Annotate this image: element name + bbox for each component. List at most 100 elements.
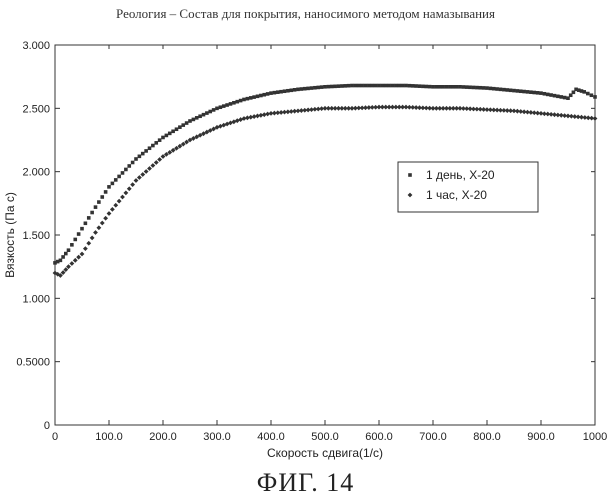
- series-1-point: [543, 92, 547, 96]
- y-tick-label: 2.000: [22, 167, 50, 179]
- series-2-point: [154, 160, 159, 165]
- series-1-point: [465, 85, 469, 89]
- series-1-point: [418, 84, 422, 88]
- series-1-point: [445, 85, 449, 89]
- y-tick-label: 0: [44, 420, 50, 432]
- series-1-point: [438, 85, 442, 89]
- series-2-point: [73, 258, 78, 263]
- x-tick-label: 800.0: [473, 431, 501, 443]
- series-1-point: [127, 164, 131, 168]
- series-1-point: [104, 190, 108, 194]
- series-2-point: [117, 199, 122, 204]
- figure-caption: ФИГ. 14: [0, 468, 611, 498]
- y-tick-label: 0.5000: [16, 357, 50, 369]
- series-2-point: [130, 182, 135, 187]
- x-tick-label: 100.0: [95, 431, 123, 443]
- series-1-point: [77, 232, 81, 236]
- series-2-point: [96, 225, 101, 230]
- series-2-point: [134, 178, 139, 183]
- series-1-point: [84, 221, 88, 225]
- series-1-point: [546, 93, 550, 97]
- series-2-point: [110, 207, 115, 212]
- series-1-point: [148, 146, 152, 150]
- y-tick-label: 1.000: [22, 293, 50, 305]
- chart-title: Реология – Состав для покрытия, наносимо…: [0, 6, 611, 22]
- series-2-point: [144, 169, 149, 174]
- series-1-point: [239, 99, 243, 103]
- series-1-point: [202, 113, 206, 117]
- series-1-point: [495, 87, 499, 91]
- series-1-point: [512, 89, 516, 93]
- series-1-point: [246, 97, 250, 101]
- series-1-point: [114, 178, 118, 182]
- series-1-point: [455, 85, 459, 89]
- legend-label: 1 час, Х-20: [426, 188, 487, 202]
- series-1-point: [563, 96, 567, 100]
- series-2-point: [93, 230, 98, 235]
- series-1-point: [323, 85, 327, 89]
- series-2-point: [123, 190, 128, 195]
- series-1-point: [222, 104, 226, 108]
- series-2-point: [140, 172, 145, 177]
- series-1-point: [516, 89, 520, 93]
- series-1-point: [219, 105, 223, 109]
- series-1-point: [192, 118, 196, 122]
- series-1-point: [414, 84, 418, 88]
- series-1-point: [168, 132, 172, 136]
- series-1-point: [492, 87, 496, 91]
- series-1-point: [87, 216, 91, 220]
- series-1-point: [313, 86, 317, 90]
- series-1-point: [107, 185, 111, 189]
- series-1-point: [178, 125, 182, 129]
- series-1-point: [590, 93, 594, 97]
- series-1-point: [333, 85, 337, 89]
- series-1-point: [273, 91, 277, 95]
- series-1-point: [175, 127, 179, 131]
- series-1-point: [121, 171, 125, 175]
- series-1-point: [431, 85, 435, 89]
- series-2-point: [593, 116, 598, 121]
- series-1-point: [582, 90, 586, 94]
- series-1-point: [411, 84, 415, 88]
- x-tick-label: 700.0: [419, 431, 447, 443]
- series-1-point: [64, 252, 68, 256]
- series-1-point: [171, 129, 175, 133]
- series-1-point: [404, 84, 408, 88]
- series-1-point: [316, 86, 320, 90]
- series-1-point: [232, 101, 236, 105]
- y-tick-label: 1.500: [22, 230, 50, 242]
- series-1-point: [553, 94, 557, 98]
- series-1-point: [502, 88, 506, 92]
- series-1-point: [141, 152, 145, 156]
- series-1-point: [451, 85, 455, 89]
- series-1-point: [276, 90, 280, 94]
- series-1-point: [337, 84, 341, 88]
- series-2-point: [127, 186, 132, 191]
- legend-label: 1 день, Х-20: [426, 168, 495, 182]
- series-1-point: [80, 227, 84, 231]
- series-2-point: [90, 235, 95, 240]
- series-2-point: [113, 203, 118, 208]
- series-1-point: [242, 98, 246, 102]
- y-axis-label: Вязкость (Па с): [3, 192, 17, 278]
- series-1-point: [195, 116, 199, 120]
- series-1-point: [134, 157, 138, 161]
- series-1-point: [100, 195, 104, 199]
- series-1-point: [293, 88, 297, 92]
- series-1-point: [529, 90, 533, 94]
- series-1-point: [559, 95, 563, 99]
- series-1-point: [387, 84, 391, 88]
- series-1-point: [165, 134, 169, 138]
- series-1-point: [367, 84, 371, 88]
- series-1-point: [499, 88, 503, 92]
- series-1-point: [556, 95, 560, 99]
- series-1-point: [225, 103, 229, 107]
- series-1-point: [296, 88, 300, 92]
- series-2-point: [107, 211, 112, 216]
- series-1-point: [256, 95, 260, 99]
- series-1-point: [215, 107, 219, 111]
- series-1-point: [67, 248, 71, 252]
- series-1-point: [283, 89, 287, 93]
- series-1-point: [229, 102, 233, 106]
- series-2-point: [150, 163, 155, 168]
